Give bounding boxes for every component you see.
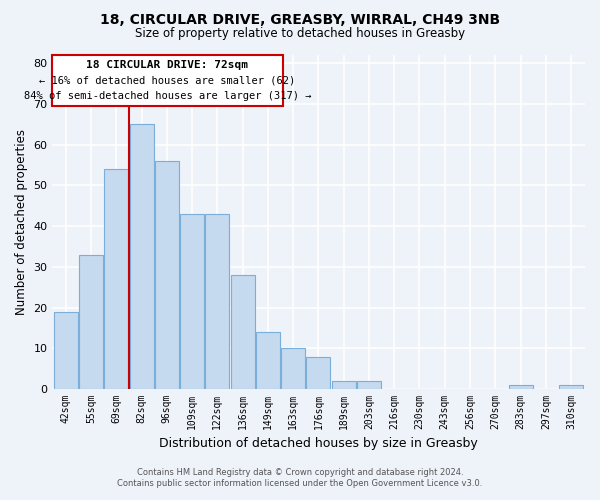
- Text: 18 CIRCULAR DRIVE: 72sqm: 18 CIRCULAR DRIVE: 72sqm: [86, 60, 248, 70]
- Text: ← 16% of detached houses are smaller (62): ← 16% of detached houses are smaller (62…: [40, 76, 296, 86]
- Text: 84% of semi-detached houses are larger (317) →: 84% of semi-detached houses are larger (…: [23, 91, 311, 101]
- Bar: [559, 385, 583, 389]
- Text: 18, CIRCULAR DRIVE, GREASBY, WIRRAL, CH49 3NB: 18, CIRCULAR DRIVE, GREASBY, WIRRAL, CH4…: [100, 12, 500, 26]
- Y-axis label: Number of detached properties: Number of detached properties: [15, 129, 28, 315]
- Bar: [104, 169, 128, 389]
- Bar: [130, 124, 154, 389]
- X-axis label: Distribution of detached houses by size in Greasby: Distribution of detached houses by size …: [159, 437, 478, 450]
- Bar: [256, 332, 280, 389]
- Text: Size of property relative to detached houses in Greasby: Size of property relative to detached ho…: [135, 28, 465, 40]
- Bar: [281, 348, 305, 389]
- Bar: [357, 381, 381, 389]
- Bar: [205, 214, 229, 389]
- Bar: [332, 381, 356, 389]
- Bar: [509, 385, 533, 389]
- Bar: [307, 356, 331, 389]
- Bar: [230, 275, 254, 389]
- Bar: [54, 312, 78, 389]
- Bar: [180, 214, 204, 389]
- Bar: [155, 161, 179, 389]
- FancyBboxPatch shape: [52, 55, 283, 106]
- Bar: [79, 254, 103, 389]
- Text: Contains HM Land Registry data © Crown copyright and database right 2024.
Contai: Contains HM Land Registry data © Crown c…: [118, 468, 482, 487]
